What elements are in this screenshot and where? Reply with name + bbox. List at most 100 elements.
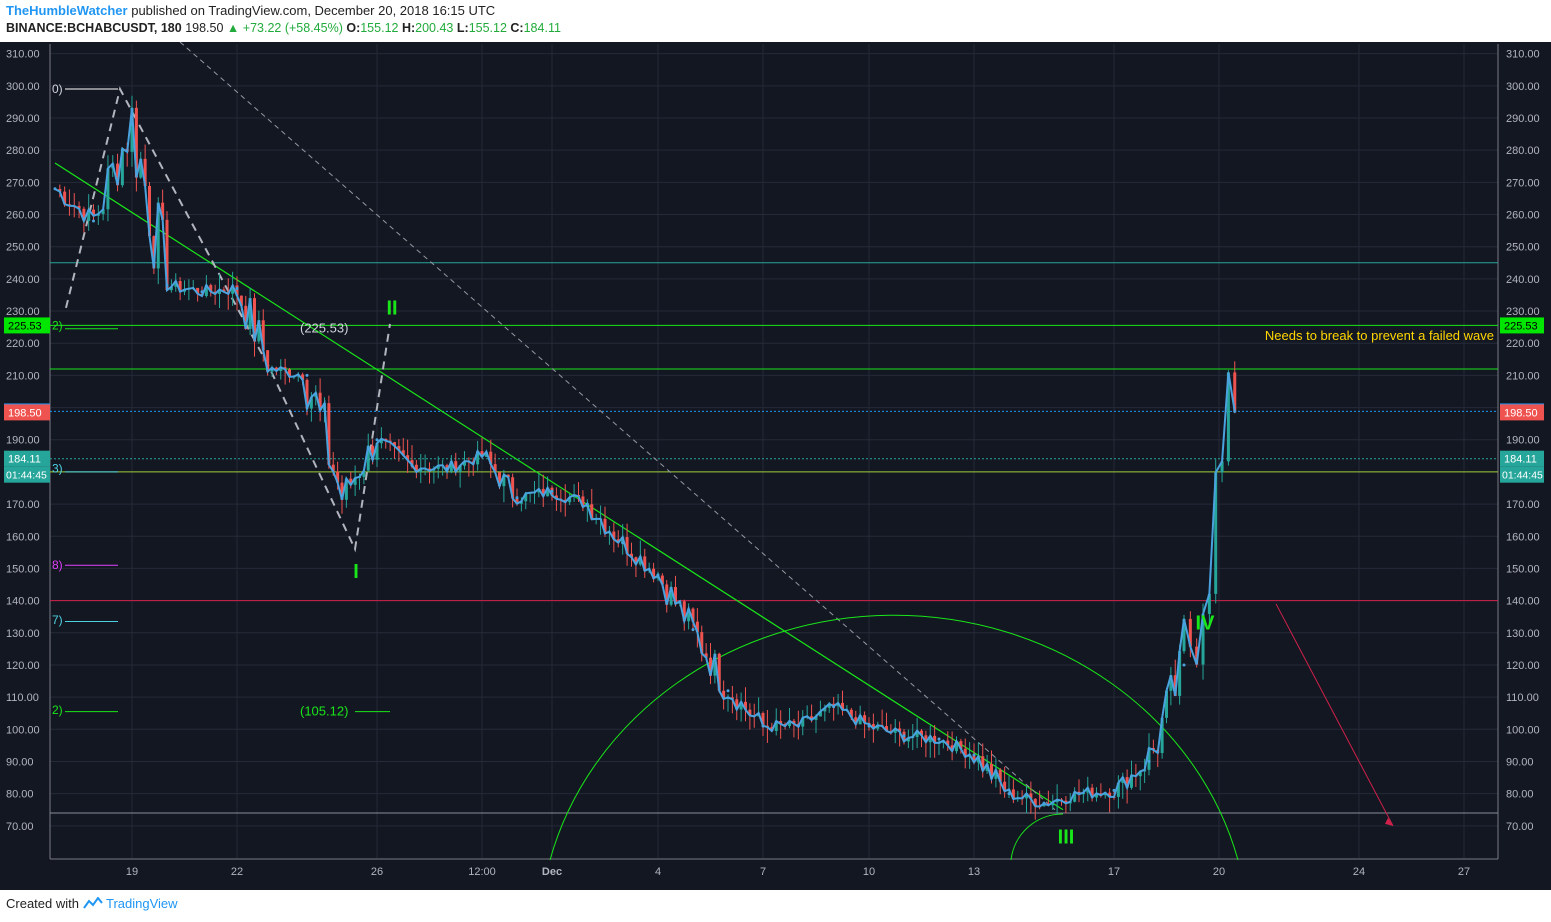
candle-body: [410, 460, 414, 465]
candle-body: [371, 445, 375, 460]
data-point: [1112, 788, 1116, 792]
candle-body: [1116, 782, 1120, 797]
price-tag-left: 184.11: [8, 454, 41, 466]
candle-body: [998, 769, 1002, 782]
candle-body: [990, 763, 993, 779]
close-label: C:: [510, 21, 524, 35]
data-point: [1077, 792, 1081, 796]
candle-body: [863, 715, 867, 723]
candle-body: [493, 464, 497, 473]
candle-body: [885, 726, 888, 731]
wave-label-III: III: [1058, 827, 1075, 849]
candle-body: [515, 498, 519, 504]
data-point: [867, 724, 871, 728]
countdown-left-bg: [4, 466, 50, 483]
y-tick-label-right: 210.00: [1506, 370, 1540, 382]
candle-body: [695, 621, 699, 633]
candle-body: [301, 374, 305, 380]
candle-body: [1188, 618, 1192, 647]
candle-body: [1182, 618, 1186, 652]
price-tag-left-bg: [4, 450, 50, 467]
y-tick-label-right: 220.00: [1506, 338, 1540, 350]
candle-body: [841, 702, 844, 710]
data-point: [585, 502, 589, 506]
candle-body: [489, 451, 493, 465]
x-tick-label: 22: [231, 866, 243, 878]
price-tag-left-bg: [4, 404, 50, 421]
y-tick-label-right: 240.00: [1506, 274, 1540, 286]
candle-body: [748, 709, 752, 716]
price-line-path: [54, 107, 1236, 808]
candle-body: [156, 202, 160, 269]
x-tick-label: 4: [655, 866, 661, 878]
author-link[interactable]: TheHumbleWatcher: [6, 3, 128, 18]
candle-body: [288, 369, 291, 377]
price-tag-right: 198.50: [1504, 407, 1538, 419]
candle-body: [261, 320, 265, 351]
candle-body: [362, 470, 366, 477]
candle-body: [665, 584, 669, 605]
candle-body: [1173, 675, 1177, 696]
candle-body: [1125, 777, 1129, 788]
candle-body: [449, 461, 453, 472]
candle-body: [1042, 803, 1046, 807]
candle-body: [722, 690, 726, 699]
candle-body: [893, 728, 897, 733]
candle-body: [379, 438, 383, 444]
symbol-name: BINANCE:BCHABCUSDT, 180: [6, 21, 182, 35]
candle-body: [898, 728, 902, 732]
candle-body: [143, 158, 147, 186]
fib-label-105: (105.12): [300, 704, 348, 719]
y-tick-label-right: 80.00: [1506, 789, 1534, 801]
candle-body: [774, 720, 778, 731]
candle-body: [1003, 781, 1007, 792]
candle-body: [871, 724, 875, 729]
candle-body: [1090, 787, 1094, 798]
candle-body: [920, 730, 923, 736]
candle-body: [375, 443, 379, 460]
candle-body: [401, 450, 405, 456]
candle-body: [498, 472, 501, 487]
candle-body: [779, 720, 783, 725]
data-point: [691, 628, 695, 632]
data-point: [375, 438, 379, 442]
price-change: +73.22 (+58.45%): [242, 21, 343, 35]
y-tick-label-right: 290.00: [1506, 113, 1540, 125]
candle-body: [994, 769, 998, 779]
y-tick-label-left: 280.00: [6, 145, 40, 157]
data-point: [92, 219, 95, 223]
candle-body: [928, 735, 932, 743]
x-tick-label: 20: [1213, 866, 1225, 878]
candle-body: [1226, 372, 1230, 462]
candle-body: [406, 455, 410, 461]
candle-body: [603, 518, 607, 534]
candle-body: [955, 741, 958, 752]
x-tick-label: 10: [863, 866, 875, 878]
data-point: [165, 283, 169, 287]
data-point: [1147, 759, 1151, 763]
chart-area[interactable]: 70.00 70.00 80.00 80.00 90.00 90.00 100.00 100.…: [0, 41, 1551, 890]
x-tick-label: 7: [760, 866, 766, 878]
price-tag-right: 184.11: [1504, 454, 1537, 466]
candle-body: [139, 158, 143, 178]
candle-body: [818, 711, 822, 717]
x-tick-label: 27: [1458, 866, 1470, 878]
candle-body: [1064, 800, 1068, 804]
footer: Created with TradingView: [6, 896, 178, 911]
candle-body: [660, 575, 664, 585]
x-tick-label: 19: [126, 866, 138, 878]
candle-body: [458, 465, 462, 472]
price-tag-right-bg: [1500, 450, 1544, 467]
candle-body: [309, 397, 313, 409]
y-tick-label-left: 190.00: [6, 435, 40, 447]
y-tick-label-left: 210.00: [6, 370, 40, 382]
y-tick-label-right: 160.00: [1506, 531, 1540, 543]
x-tick-label: 24: [1353, 866, 1365, 878]
data-point: [1007, 792, 1011, 796]
candle-body: [924, 735, 928, 743]
data-point: [761, 724, 765, 728]
candle-body: [524, 493, 528, 502]
candle-body: [709, 657, 712, 676]
candle-body: [788, 720, 791, 727]
tradingview-link[interactable]: TradingView: [106, 896, 178, 911]
